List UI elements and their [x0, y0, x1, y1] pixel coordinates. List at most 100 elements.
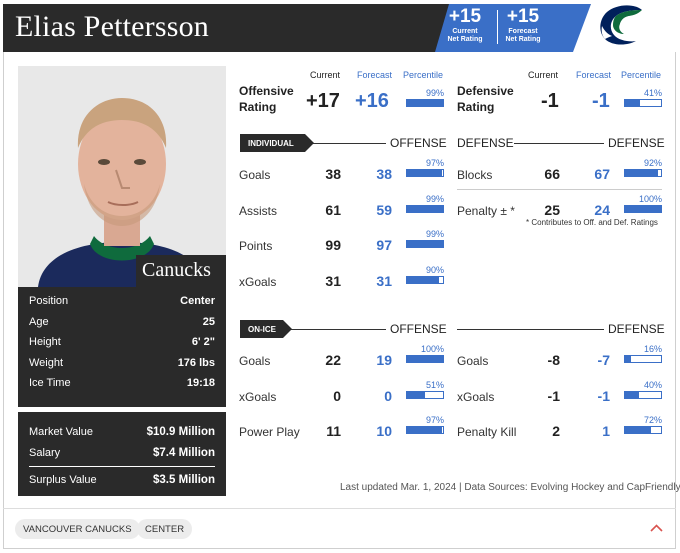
- percentile-fill: [625, 356, 631, 362]
- stat-current: 38: [325, 166, 341, 182]
- section-title-offense: OFFENSE: [386, 136, 447, 150]
- chevron-up-icon[interactable]: [650, 522, 663, 535]
- stat-label: Penalty ± *: [457, 203, 515, 218]
- stat-forecast: 38: [376, 166, 392, 182]
- bio-row: Ice Time 19:18: [29, 377, 215, 390]
- stat-current: 31: [325, 272, 341, 289]
- stat-forecast: 31: [376, 272, 392, 289]
- percentile-fill: [407, 427, 442, 433]
- stat-current: 99: [325, 237, 341, 253]
- footer-divider: [3, 508, 676, 509]
- defensive-rating-current: -1: [541, 90, 559, 112]
- stat-label: Blocks: [457, 168, 493, 182]
- section-rule: [457, 143, 662, 144]
- percentile-bar: 40%: [624, 380, 662, 399]
- tag-team-chip[interactable]: VANCOUVER CANUCKS: [15, 519, 140, 539]
- stat-label: xGoals: [239, 389, 277, 404]
- percentile-fill: [407, 241, 443, 247]
- percentile-bar: 97%: [406, 158, 444, 177]
- defensive-rating-forecast: -1: [592, 90, 610, 112]
- percentile-bar: 92%: [624, 158, 662, 177]
- percentile-bar: 99%: [406, 88, 444, 107]
- stat-current: -1: [547, 387, 560, 404]
- stat-label: xGoals: [457, 389, 495, 404]
- contract-row: Salary $7.4 Million: [29, 446, 215, 459]
- section-title-defense: DEFENSE: [604, 322, 665, 336]
- col-header-forecast: Forecast: [357, 70, 393, 80]
- bio-row: Weight 176 lbs: [29, 356, 215, 369]
- col-header-forecast: Forecast: [576, 70, 612, 80]
- stat-label: Goals: [239, 354, 271, 368]
- bio-panel: Position Center Age 25 Height 6' 2" Weight 1…: [18, 287, 226, 407]
- stat-label: Assists: [239, 203, 278, 218]
- bio-row: Position Center: [29, 295, 215, 307]
- net-rating-banner: [435, 4, 591, 52]
- percentile-bar: 41%: [624, 88, 662, 107]
- player-name: Elias Pettersson: [15, 10, 210, 43]
- percentile-bar: 97%: [406, 415, 444, 434]
- canucks-orca-logo-icon: [600, 5, 642, 45]
- player-headshot-image: [18, 66, 226, 287]
- percentile-fill: [407, 276, 440, 283]
- stat-forecast: 19: [376, 352, 392, 368]
- team-name-tag: Canucks: [136, 255, 226, 287]
- col-header-percentile: Percentile: [621, 70, 662, 80]
- stat-label: xGoals: [239, 274, 277, 289]
- percentile-fill: [625, 100, 640, 106]
- stat-forecast: 1: [602, 423, 610, 439]
- percentile-bar: 51%: [406, 380, 444, 399]
- contract-divider: [29, 466, 215, 467]
- player-photo: [18, 66, 226, 287]
- percentile-fill: [407, 356, 443, 362]
- stat-forecast: 24: [594, 201, 610, 218]
- stat-current: 11: [326, 423, 341, 439]
- percentile-bar: 72%: [624, 415, 662, 434]
- bio-row: Age 25: [29, 315, 215, 328]
- stat-current: 22: [325, 352, 341, 368]
- percentile-bar: 90%: [406, 265, 444, 284]
- section-pill-on-ice: ON-ICE: [240, 320, 292, 338]
- stat-current: 0: [333, 387, 341, 404]
- section-rule: [240, 329, 444, 330]
- stat-forecast: 59: [376, 201, 392, 218]
- stat-label: Power Play: [239, 425, 300, 439]
- bio-row: Height 6' 2": [29, 336, 215, 349]
- stat-label: Goals: [457, 354, 489, 368]
- offensive-rating-label: Offensive Rating: [239, 84, 294, 114]
- section-rule: [457, 329, 662, 330]
- contract-row: Market Value $10.9 Million: [29, 425, 215, 438]
- defensive-rating-label: Defensive Rating: [457, 84, 514, 114]
- stat-forecast: -1: [597, 387, 610, 404]
- stat-current: -8: [547, 352, 560, 368]
- stat-current: 61: [325, 201, 341, 218]
- percentile-fill: [625, 170, 659, 176]
- stat-label: Penalty Kill: [457, 425, 517, 439]
- section-title-offense: OFFENSE: [386, 322, 447, 336]
- stat-forecast: 67: [594, 166, 610, 182]
- stat-current: 2: [552, 423, 560, 439]
- contract-panel: Market Value $10.9 Million Salary $7.4 Mil…: [18, 412, 226, 496]
- stat-label: Points: [239, 239, 273, 253]
- footnote: * Contributes to Off. and Def. Ratings: [526, 218, 658, 227]
- section-pill-individual: INDIVIDUAL: [240, 134, 314, 152]
- percentile-fill: [407, 391, 426, 398]
- col-header-percentile: Percentile: [403, 70, 444, 80]
- percentile-fill: [407, 205, 443, 212]
- offensive-rating-forecast: +16: [355, 90, 389, 112]
- current-net-rating: +15 Current Net Rating: [447, 6, 483, 43]
- percentile-bar: 100%: [406, 344, 444, 363]
- net-rating-divider: [497, 10, 498, 44]
- forecast-net-rating: +15 Forecast Net Rating: [505, 6, 541, 43]
- percentile-bar: 99%: [406, 229, 444, 248]
- section-title-defense: DEFENSE: [457, 136, 514, 150]
- percentile-fill: [625, 205, 661, 212]
- section-rule: [240, 143, 444, 144]
- tag-position-chip[interactable]: CENTER: [137, 519, 193, 539]
- offensive-rating-current: +17: [306, 90, 340, 112]
- contract-row: Surplus Value $3.5 Million: [29, 473, 215, 486]
- stat-forecast: 97: [376, 237, 392, 253]
- percentile-bar: 100%: [624, 194, 662, 213]
- percentile-fill: [407, 170, 442, 176]
- percentile-fill: [625, 391, 640, 398]
- stat-current: 66: [544, 166, 560, 182]
